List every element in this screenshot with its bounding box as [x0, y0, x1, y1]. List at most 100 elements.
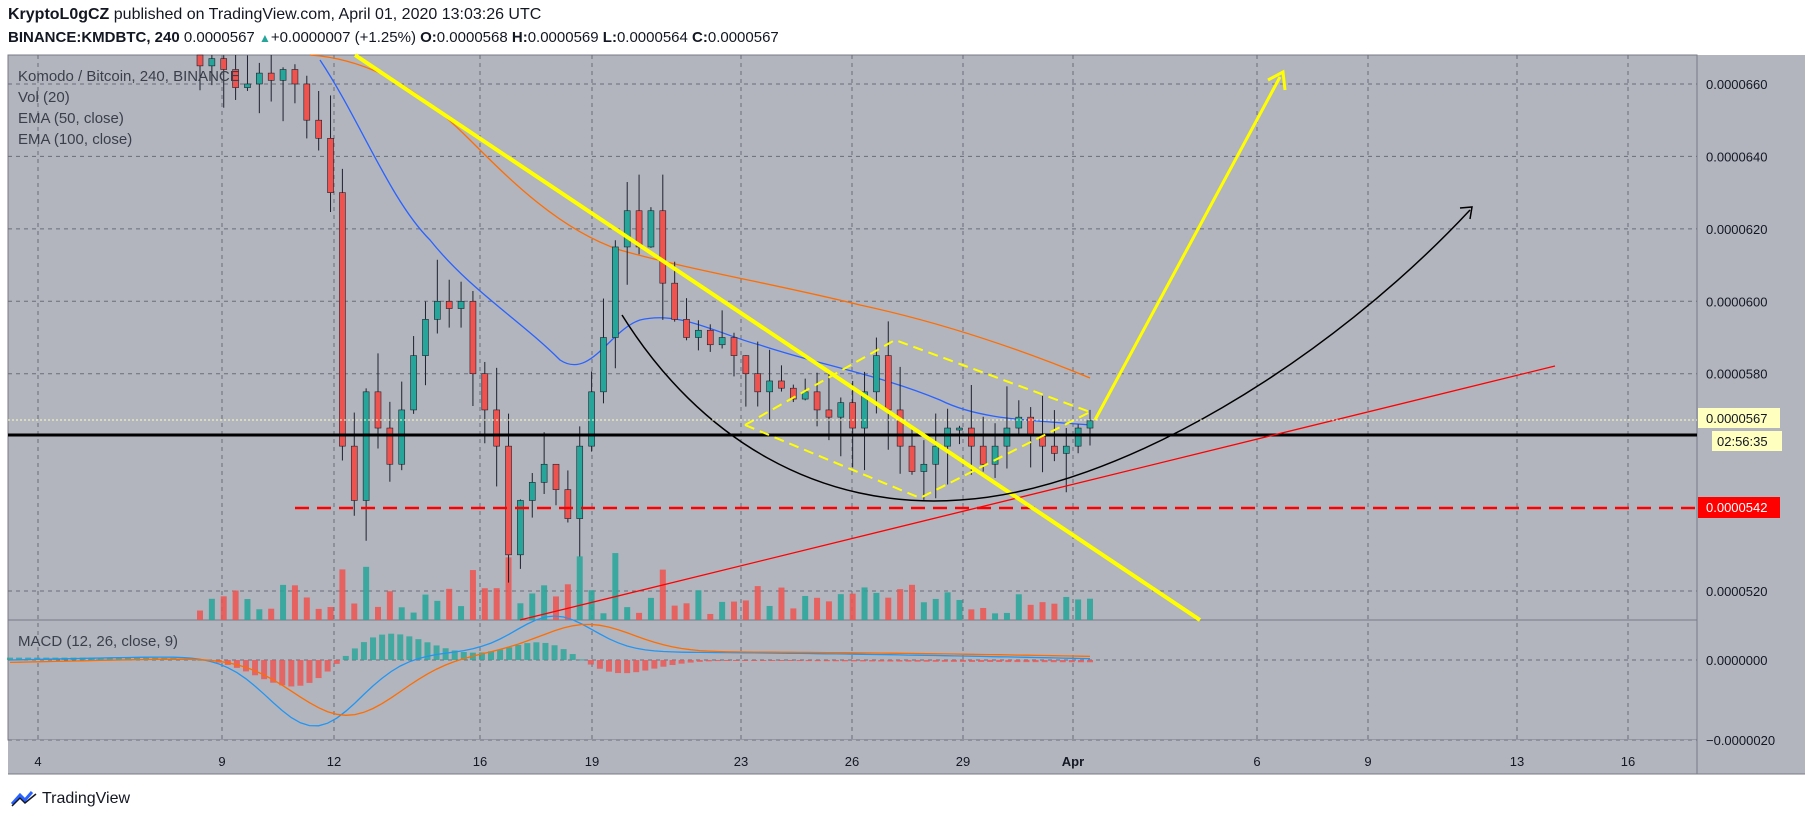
candle-body — [873, 355, 880, 393]
price-axis[interactable] — [1697, 55, 1805, 740]
macd-histogram-bar — [488, 651, 495, 660]
candle-body — [1003, 427, 1011, 447]
candle-body — [742, 355, 750, 375]
candle-body — [208, 58, 216, 67]
macd-histogram-bar — [270, 660, 277, 683]
yellow-downtrend-line[interactable] — [353, 53, 1202, 622]
volume-bar — [315, 608, 322, 620]
volume-bar — [719, 601, 726, 620]
candle-body — [1062, 445, 1070, 454]
legend-ema50[interactable]: EMA (50, close) — [18, 110, 124, 127]
volume-bar — [920, 602, 927, 620]
countdown-text: 02:56:35 — [1717, 434, 1768, 449]
macd-indicator — [7, 615, 1093, 727]
volume-bar — [731, 601, 737, 620]
tradingview-logo-icon — [10, 791, 37, 807]
volume-bar — [814, 597, 821, 620]
candle-body — [350, 445, 358, 501]
candle-body — [1051, 445, 1058, 454]
macd-histogram-bar — [605, 660, 612, 672]
open-value: 0.0000568 — [436, 29, 508, 46]
volume-bar — [529, 593, 536, 620]
time-tick-label: 26 — [845, 754, 859, 769]
time-tick-label: 29 — [956, 754, 970, 769]
time-tick-label: 16 — [1621, 754, 1635, 769]
price-axis-labels: 0.0000660 0.0000640 0.0000620 0.0000600 0.00… — [1706, 77, 1767, 599]
macd-histogram-bar — [714, 660, 721, 662]
rising-trendline[interactable] — [519, 365, 1556, 621]
candle-body — [220, 58, 228, 70]
macd-histogram-bar — [787, 660, 794, 661]
volume-bar — [1063, 596, 1070, 620]
macd-histogram-bar — [233, 660, 240, 668]
macd-histogram-bar — [769, 660, 776, 661]
open-label: O: — [420, 29, 437, 46]
candle-body — [339, 192, 346, 447]
symbol-label: BINANCE:KMDBTC, 240 — [8, 29, 180, 46]
candle-body — [944, 427, 951, 447]
high-value: 0.0000569 — [527, 29, 599, 46]
close-label: C: — [692, 29, 708, 46]
volume-bar — [458, 606, 465, 620]
volume-bar — [944, 592, 951, 620]
legend-ema100[interactable]: EMA (100, close) — [18, 131, 132, 148]
candle-body — [374, 391, 382, 429]
yellow-projection-arrow[interactable] — [1093, 76, 1282, 421]
macd-histogram-bar — [1059, 660, 1066, 663]
yellow-channel-upper[interactable] — [744, 338, 1091, 426]
candle-body — [991, 445, 999, 465]
volume-bar — [802, 595, 809, 620]
macd-histogram-bar — [814, 660, 821, 662]
volume-bar — [825, 601, 832, 620]
macd-histogram-bar — [261, 660, 268, 680]
candle-body — [706, 329, 714, 346]
macd-histogram-bar — [306, 660, 313, 683]
volume-bar — [434, 600, 441, 620]
legend-vol[interactable]: Vol (20) — [18, 89, 70, 106]
candle-body — [920, 463, 928, 472]
signal-line — [9, 623, 1091, 716]
volume-bar — [386, 591, 393, 620]
volume-bar — [232, 590, 239, 620]
candle-body — [849, 402, 856, 429]
macd-histogram-bar — [279, 660, 286, 686]
legend-macd[interactable]: MACD (12, 26, close, 9) — [18, 633, 178, 650]
macd-histogram-bar — [633, 660, 640, 673]
macd-histogram-bar — [832, 660, 839, 662]
candle-body — [1015, 416, 1023, 429]
candle-body — [267, 72, 275, 81]
time-tick-label: 23 — [734, 754, 748, 769]
low-label: L: — [602, 29, 617, 46]
macd-histogram-bar — [478, 652, 485, 660]
macd-histogram-bar — [460, 651, 467, 660]
macd-histogram-bar — [905, 660, 912, 662]
macd-histogram-bar — [587, 660, 594, 665]
candle-body — [256, 72, 263, 85]
volume-bar — [446, 588, 453, 620]
volume-bar — [339, 569, 346, 620]
time-tick-label: 16 — [473, 754, 487, 769]
time-tick-label: 4 — [34, 754, 41, 769]
volume-bar — [659, 569, 666, 620]
macd-histogram-bar — [7, 657, 13, 660]
high-label: H: — [511, 29, 528, 46]
footer-brand[interactable]: TradingView — [10, 790, 130, 808]
publish-text: published on TradingView.com, April 01, … — [113, 6, 542, 23]
price-tick-label: 0.0000580 — [1706, 367, 1767, 382]
candle-body — [552, 463, 560, 490]
macd-histogram-bar — [742, 660, 749, 661]
rounding-bottom-curve[interactable] — [621, 209, 1471, 502]
volume-bar — [541, 585, 548, 620]
volume-bar — [208, 598, 215, 620]
time-axis[interactable] — [8, 740, 1805, 774]
candle-body — [386, 427, 394, 465]
yellow-arrowhead — [1267, 69, 1287, 91]
last-price-tag — [1698, 408, 1780, 428]
author-name[interactable]: KryptoL0gCZ — [8, 6, 110, 23]
volume-bar — [327, 607, 334, 620]
volume-bar — [291, 585, 298, 620]
volume-bar — [481, 588, 488, 620]
legend-main[interactable]: Komodo / Bitcoin, 240, BINANCE — [18, 68, 240, 85]
time-tick-label: 13 — [1510, 754, 1524, 769]
